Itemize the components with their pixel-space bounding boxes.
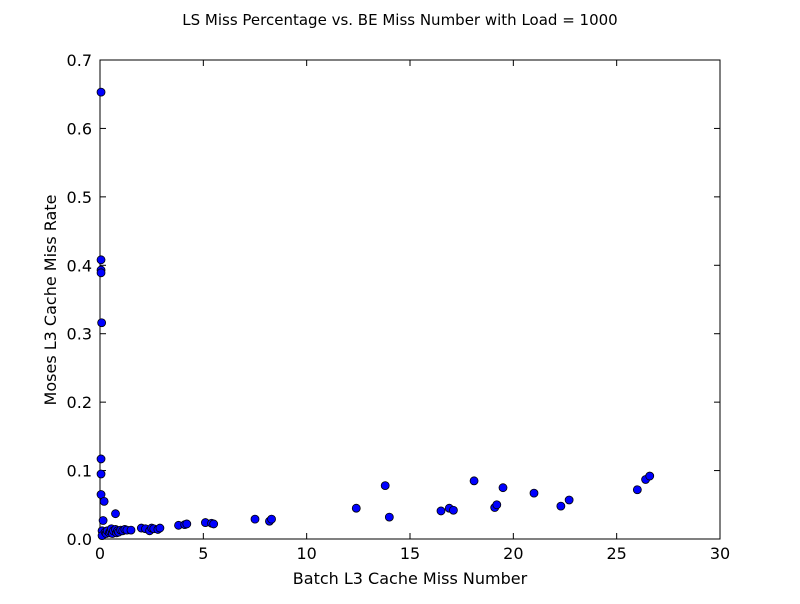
x-tick-label: 25: [606, 544, 626, 563]
y-tick-label: 0.4: [67, 256, 92, 275]
x-tick-label: 15: [400, 544, 420, 563]
scatter-point: [645, 471, 655, 481]
scatter-point: [99, 496, 109, 506]
y-tick-label: 0.1: [67, 462, 92, 481]
scatter-point: [96, 469, 106, 479]
scatter-point: [96, 87, 106, 97]
scatter-point: [556, 501, 566, 511]
y-tick-label: 0.3: [67, 325, 92, 344]
scatter-point: [384, 512, 394, 522]
x-tick-label: 30: [710, 544, 730, 563]
x-tick-label: 5: [198, 544, 208, 563]
scatter-point: [267, 514, 276, 524]
scatter-point: [155, 523, 165, 533]
plot-area: [99, 59, 721, 540]
y-tick-label: 0.5: [67, 188, 92, 207]
scatter-point: [96, 454, 106, 464]
chart-title: LS Miss Percentage vs. BE Miss Number wi…: [182, 11, 617, 29]
scatter-points: [96, 87, 655, 540]
scatter-point: [96, 255, 106, 265]
scatter-point: [209, 519, 219, 529]
y-axis-label: Moses L3 Cache Miss Rate: [41, 195, 60, 406]
y-tick-label: 0.0: [67, 530, 92, 549]
scatter-point: [498, 483, 508, 493]
y-tick-label: 0.2: [67, 393, 92, 412]
scatter-point: [97, 318, 107, 328]
scatter-point: [529, 488, 539, 498]
scatter-point: [448, 505, 458, 515]
scatter-point: [111, 509, 120, 519]
scatter-point: [182, 519, 192, 529]
scatter-point: [564, 495, 574, 505]
scatter-point: [492, 500, 502, 510]
scatter-point: [126, 525, 136, 535]
scatter-point: [436, 506, 446, 516]
x-tick-label: 0: [95, 544, 105, 563]
scatter-point: [351, 503, 361, 513]
axis-ticks: 0 5 10 15 20 25 30 0.0 0.1 0.2 0.3 0.4 0.5 0.6 0.7: [67, 51, 731, 563]
scatter-point: [96, 268, 106, 278]
scatter-point: [469, 476, 479, 486]
scatter-point: [632, 485, 642, 495]
scatter-point: [250, 514, 260, 524]
scatter-point: [98, 516, 108, 525]
x-tick-label: 20: [503, 544, 523, 563]
y-tick-label: 0.7: [67, 51, 92, 70]
x-tick-label: 10: [296, 544, 316, 563]
scatter-point: [380, 481, 390, 491]
y-tick-label: 0.6: [67, 119, 92, 138]
x-axis-label: Batch L3 Cache Miss Number: [293, 569, 528, 588]
